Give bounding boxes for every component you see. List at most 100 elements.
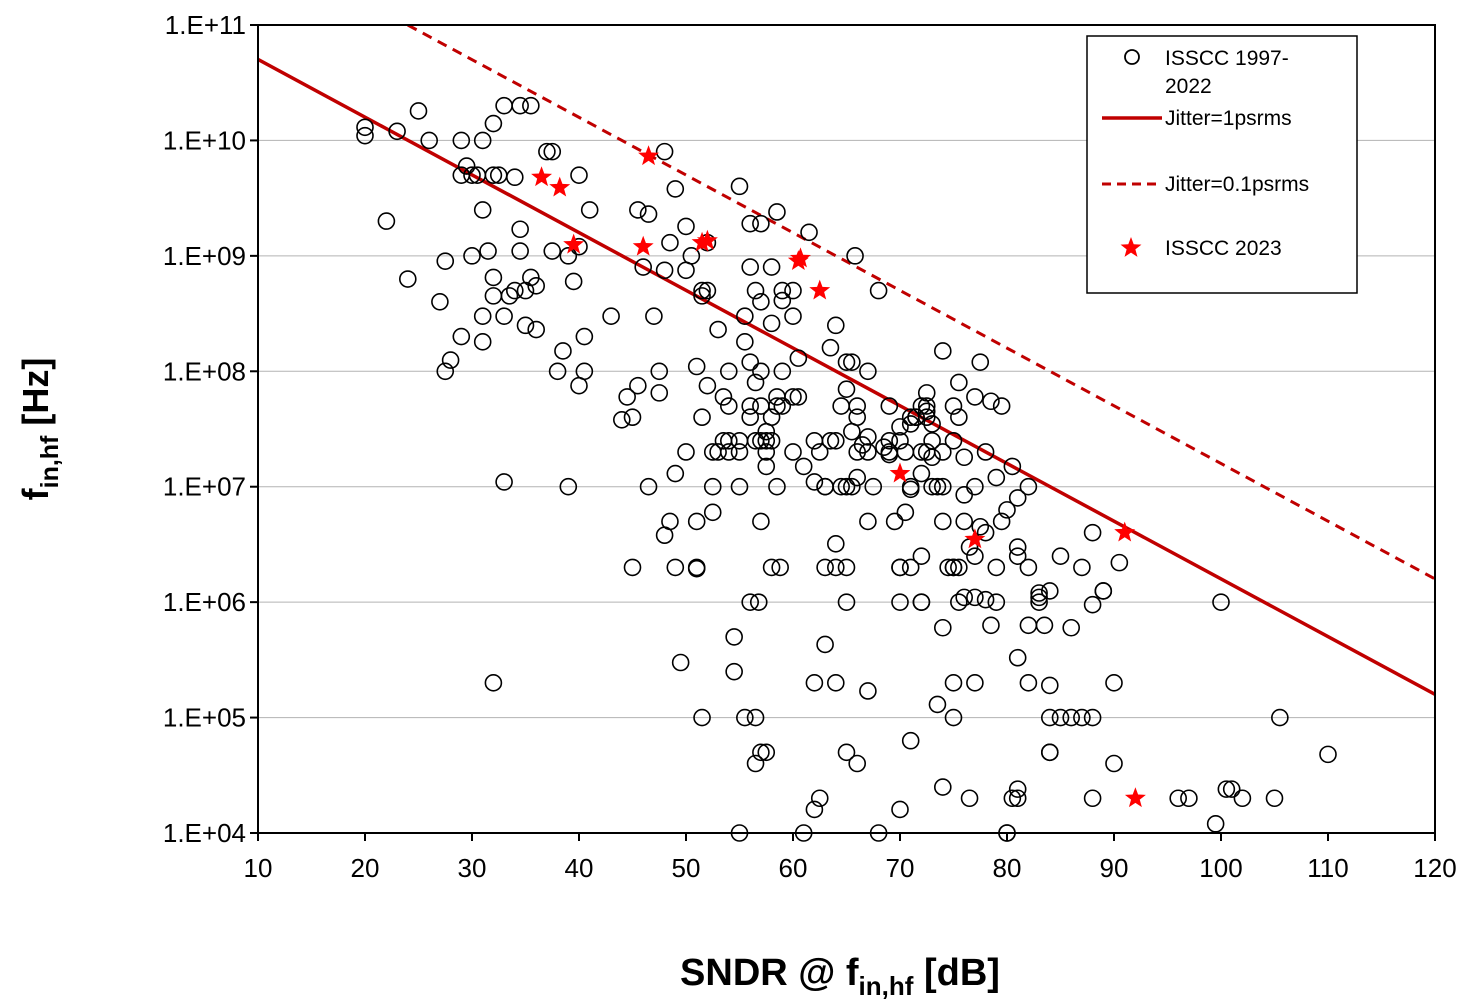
data-point-circle [457,157,476,175]
data-point-circle [693,287,711,305]
data-point-circle [928,477,947,496]
data-point-circle [436,362,455,381]
data-point-circle [511,220,529,239]
data-point-circle [634,258,653,276]
data-point-circle [495,307,513,326]
data-point-circle [933,342,952,360]
data-point-circle [725,628,743,646]
jitter-lines [258,25,1435,696]
data-point-circle [955,512,974,531]
x-tick-label: 50 [672,853,701,883]
data-point-circle [650,384,669,402]
data-point-circle [527,320,546,339]
x-tick-label: 120 [1413,853,1456,883]
data-point-circle [848,468,867,487]
y-tick-label: 1.E+10 [163,125,246,155]
data-point-circle [730,443,749,461]
data-point-circle [749,593,768,611]
data-point-circle [661,512,679,531]
data-point-circle [752,292,770,311]
data-point-circle [677,443,695,461]
data-point-circle [955,448,974,467]
data-point-circle [821,338,840,357]
data-point-circle [955,588,974,607]
y-tick-label: 1.E+07 [163,472,246,502]
data-point-circle [484,268,503,287]
data-point-circle [356,118,374,137]
y-axis-title-suffix: [Hz] [15,358,56,436]
data-point-circle [848,408,867,427]
data-point-circle [789,388,808,406]
data-point-circle [645,307,663,326]
data-point-circle [912,443,931,461]
data-point-circle [1265,789,1284,808]
data-point-circle [752,743,770,762]
x-tick-label: 100 [1199,853,1242,883]
data-point-circle [869,281,888,300]
data-point-circle [987,558,1006,577]
data-point-circle [762,408,781,427]
data-point-circle [982,616,1000,635]
data-point-circle [719,431,738,450]
data-point-circle [762,558,781,577]
data-point-circle [757,743,776,762]
data-point-circle [736,307,754,326]
data-point-circle [784,281,802,300]
data-point-circle [784,388,802,406]
data-point-circle [511,96,529,115]
data-point-circle [771,558,789,577]
data-point-circle [1008,648,1027,667]
data-point-circle [971,517,990,536]
data-point-circle [933,477,952,496]
data-point-circle [431,292,449,311]
data-point-circle [859,362,877,381]
data-point-circle [741,214,760,233]
data-point-circle [677,217,695,236]
y-tick-label: 1.E+09 [163,241,246,271]
legend-circle-marker [1124,49,1140,65]
data-point-circle [837,477,856,496]
data-point-circle [1008,789,1027,808]
data-point-circle [810,789,829,808]
data-point-circle [1041,582,1059,600]
data-point-circle [891,558,909,577]
data-point-circle [666,464,685,483]
data-point-circle [848,754,867,773]
data-point-circle [976,443,995,461]
data-point-circle [987,593,1006,611]
data-point-circle [789,349,808,367]
data-point-circle [896,503,915,522]
plot-area-border [257,24,1436,834]
data-point-star [563,233,585,254]
data-point-circle [629,201,647,219]
data-point-circle [928,695,947,714]
data-point-circle [987,468,1006,487]
y-tick-label: 1.E+11 [165,10,246,40]
x-tick-label: 40 [565,853,594,883]
data-point-circle [420,131,439,150]
data-point-circle [912,593,931,611]
data-point-circle [527,277,546,295]
x-tick-label: 20 [351,853,380,883]
data-point-circle [575,327,594,346]
data-point-circle [1083,789,1102,808]
data-point-circle [1233,789,1252,808]
data-point-circle [821,431,840,450]
data-point-circle [1073,558,1091,577]
data-point-circle [1051,708,1070,727]
data-point-circle [741,408,760,427]
data-point-circle [719,362,738,381]
data-point-circle [1019,477,1038,496]
data-point-circle [741,397,760,415]
data-point-circle [687,357,706,376]
y-tick-label: 1.E+08 [163,356,246,386]
data-point-circle [826,316,845,335]
data-point-circle [1319,745,1337,764]
data-point-circle [736,333,754,351]
data-point-circle [923,415,941,433]
data-point-circle [1030,593,1048,611]
data-point-circle [1019,674,1038,692]
data-point-star [1124,787,1146,808]
data-point-circle [917,402,936,421]
data-point-circle [810,443,829,461]
